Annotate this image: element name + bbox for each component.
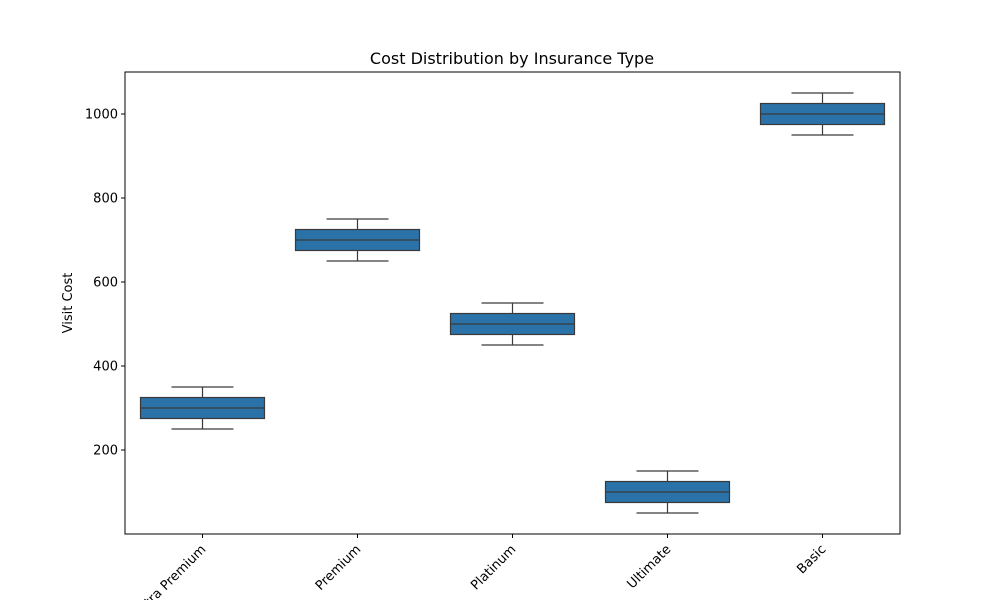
x-tick-label: Premium [313, 542, 365, 594]
box-ultimate [604, 470, 731, 514]
x-tick-label: Ultimate [624, 542, 674, 592]
box-basic [759, 92, 886, 136]
chart-title: Cost Distribution by Insurance Type [370, 49, 654, 68]
x-tick-label: Ultra Premium [133, 542, 210, 600]
box-ultra-premium [139, 386, 266, 430]
box-premium [294, 218, 421, 262]
y-tick-label: 200 [93, 444, 118, 459]
y-tick-label: 800 [93, 192, 118, 207]
y-ticks-layer: 200 400 600 800 1000 [85, 108, 125, 459]
x-tick-label: Basic [794, 542, 829, 577]
x-ticks-layer: Ultra Premium Premium Platinum Ultimate Basi… [133, 534, 829, 600]
x-tick-label: Platinum [468, 542, 519, 593]
y-tick-label: 600 [93, 276, 118, 291]
box-platinum [449, 302, 576, 346]
plot-area-frame [124, 71, 901, 535]
y-tick-label: 400 [93, 360, 118, 375]
boxes-layer [139, 92, 886, 514]
y-axis-label: Visit Cost [61, 273, 76, 334]
y-tick-label: 1000 [85, 108, 118, 123]
